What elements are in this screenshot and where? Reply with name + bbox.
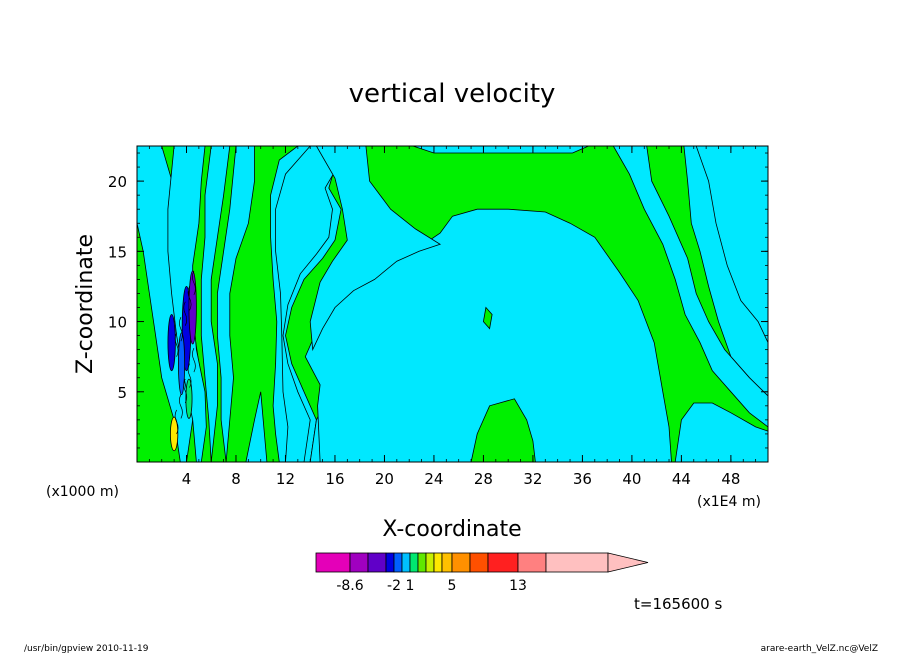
contour-detail [167,270,197,452]
x-tick-label: 24 [424,470,443,488]
colorbar-label: 5 [448,578,457,594]
x-tick-label: 4 [182,470,192,488]
contour-region-2 [275,145,346,463]
colorbar-segment-3 [367,552,387,573]
colorbar-segment-11 [441,552,453,573]
colorbar-segment-2 [349,552,369,573]
x-tick-label: 40 [622,470,641,488]
detail-blob-3 [178,332,186,395]
colorbar-segment-7 [409,552,419,573]
chart-title: vertical velocity [349,79,556,109]
colorbar-segment-4 [385,552,395,573]
colorbar-label: 13 [509,578,527,594]
colorbar-label: -8.6 [336,578,363,594]
colorbar-segment-12 [451,552,471,573]
contour-region-5 [309,145,442,352]
colorbar-segment-13 [469,552,489,573]
detail-blob-5 [185,378,193,419]
contour-region-15 [200,145,231,463]
x-axis-ticks: 4 8 12 16 20 24 28 32 36 40 44 48 [136,146,769,488]
contour-regions [136,145,769,463]
colorbar-label: 1 [406,578,415,594]
y-axis-label: Z-coordinate [73,234,98,374]
detail-line-2 [179,394,183,419]
y-unit-label: (x1000 m) [46,484,119,500]
colorbar-segment-5 [393,552,403,573]
detail-line-5 [192,347,196,373]
colorbar-segment-8 [417,552,427,573]
detail-line-8 [183,301,188,326]
colorbar-segment-9 [425,552,435,573]
y-tick-label: 15 [108,243,127,261]
x-tick-label: 28 [474,470,493,488]
detail-blob-4 [167,314,176,372]
detail-line-3 [183,378,188,404]
colorbar-segment-6 [401,552,411,573]
contour-region-16 [216,145,255,463]
footer-right: arare-earth_VelZ.nc@VelZ [761,644,878,654]
footer-left: /usr/bin/gpview 2010-11-19 [24,644,149,654]
x-tick-label: 48 [721,470,740,488]
detail-line-10 [192,270,196,296]
colorbar-segment-1 [315,552,351,573]
y-axis-ticks: 5 10 15 20 [108,152,768,449]
time-annotation: t=165600 s [634,595,722,613]
colorbar: -8.6 -2 1 5 13 [315,552,649,594]
plot-frame [136,145,769,463]
detail-blob-6 [170,416,179,452]
colorbar-label: -2 [387,578,401,594]
detail-line-4 [187,363,192,388]
x-tick-label: 16 [325,470,344,488]
y-tick-label: 20 [108,173,127,191]
detail-line-9 [187,286,192,311]
colorbar-arrow [607,552,649,573]
detail-line-6 [174,332,179,357]
colorbar-segment-15 [517,552,547,573]
colorbar-segment-14 [487,552,519,573]
x-tick-label: 20 [375,470,394,488]
x-tick-label: 32 [523,470,542,488]
contour-region-6 [412,145,589,154]
colorbar-segment-10 [433,552,443,573]
detail-line-1 [174,409,179,435]
detail-line-7 [179,317,183,342]
x-tick-label: 44 [672,470,691,488]
y-tick-label: 5 [117,384,127,402]
colorbar-segment-16 [545,552,609,573]
contour-region-12 [470,398,536,463]
x-axis-label: X-coordinate [382,517,521,542]
x-tick-label: 8 [231,470,241,488]
x-tick-label: 12 [276,470,295,488]
contour-region-11 [482,306,493,330]
y-tick-label: 10 [108,314,127,332]
detail-blob-2 [188,270,197,345]
x-tick-label: 36 [573,470,592,488]
x-unit-label: (x1E4 m) [697,494,761,510]
plot-area [136,145,769,463]
